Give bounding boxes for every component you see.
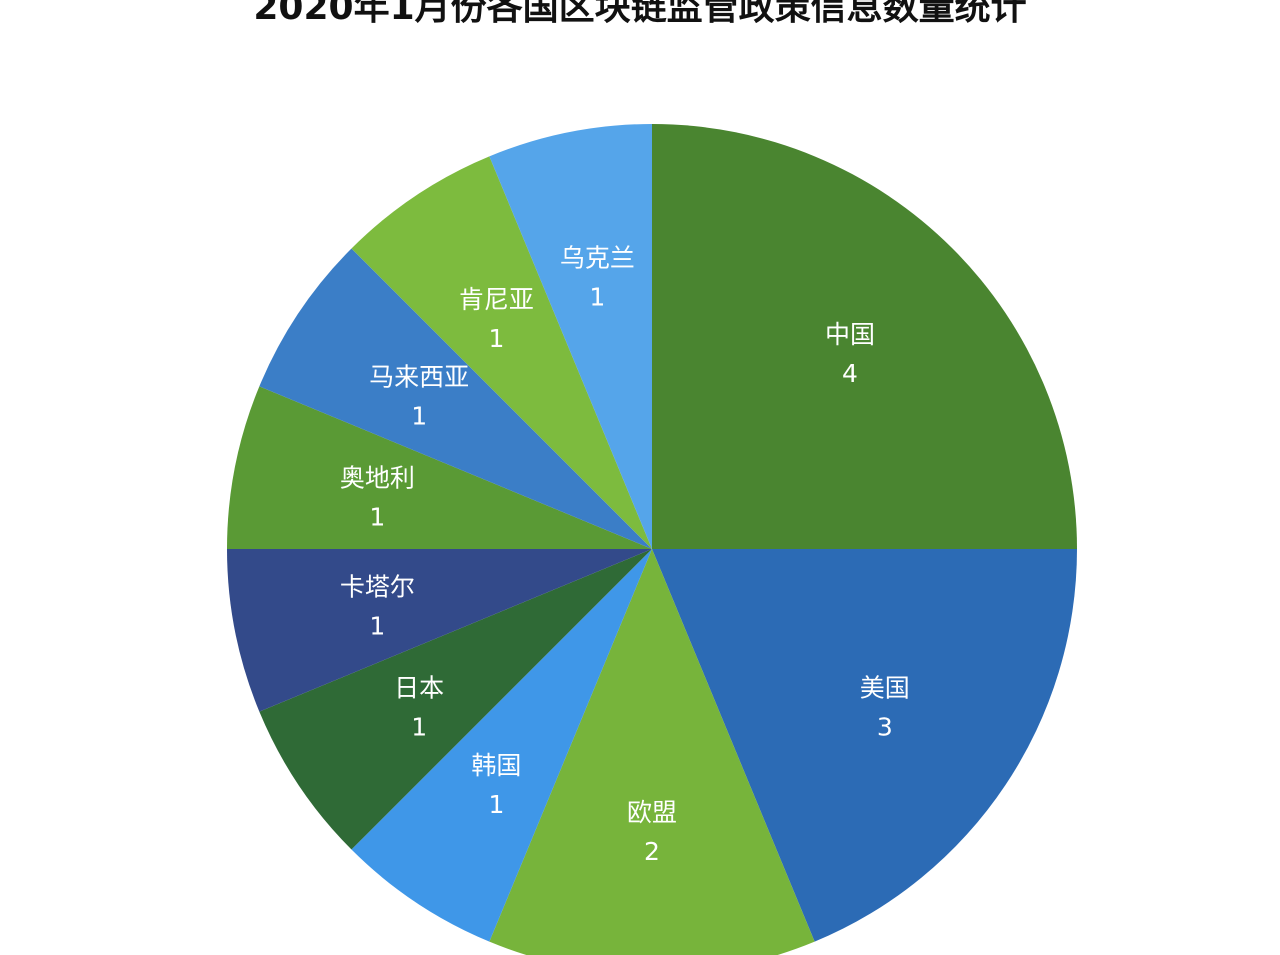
pie-slice-3 xyxy=(351,549,652,942)
slice-label-7: 马来西亚 xyxy=(369,362,469,391)
slice-value-0: 4 xyxy=(842,359,858,388)
slice-label-2: 欧盟 xyxy=(627,798,677,827)
pie-slice-0 xyxy=(652,124,1077,549)
pie-slice-8 xyxy=(351,156,652,549)
pie-slice-7 xyxy=(259,248,652,549)
pie-labels: 中国 4 美国 3 欧盟 2 韩国 1 日本 1 卡塔尔 1 奥地利 1 马来西亚 1 肯尼亚 1 乌克兰 1 xyxy=(340,243,910,866)
pie-slice-9 xyxy=(489,124,652,549)
slice-label-0: 中国 xyxy=(825,320,875,349)
pie-slice-1 xyxy=(652,549,1077,942)
slice-label-5: 卡塔尔 xyxy=(340,573,415,602)
slice-label-4: 日本 xyxy=(394,674,444,703)
slice-value-5: 1 xyxy=(369,612,385,641)
slice-label-3: 韩国 xyxy=(471,751,521,780)
slice-label-6: 奥地利 xyxy=(340,463,415,492)
slice-label-8: 肯尼亚 xyxy=(459,285,534,314)
pie-slice-6 xyxy=(227,386,652,549)
slice-value-4: 1 xyxy=(411,713,427,742)
chart-title: 2020年1月份各国区块链监管政策信息数量统计 xyxy=(253,0,1027,28)
pie-slice-4 xyxy=(259,549,652,850)
slice-value-8: 1 xyxy=(488,324,504,353)
slice-value-9: 1 xyxy=(589,282,605,311)
slice-value-1: 3 xyxy=(877,713,893,742)
slice-label-9: 乌克兰 xyxy=(560,243,635,272)
slice-value-2: 2 xyxy=(644,837,660,866)
slice-value-3: 1 xyxy=(488,790,504,819)
slice-value-7: 1 xyxy=(411,401,427,430)
pie-slice-5 xyxy=(227,549,652,712)
slice-label-1: 美国 xyxy=(860,674,910,703)
pie-slices xyxy=(227,124,1077,955)
pie-slice-2 xyxy=(489,549,815,955)
slice-value-6: 1 xyxy=(369,502,385,531)
